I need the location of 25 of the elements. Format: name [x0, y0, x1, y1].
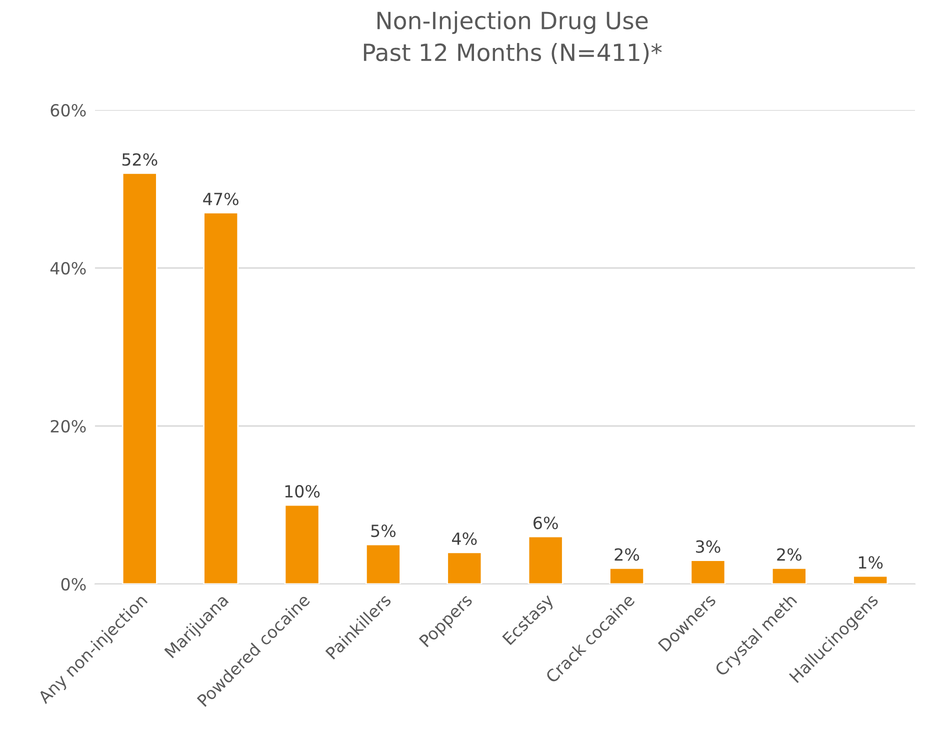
chart-title: Non-Injection Drug Use Past 12 Months (N=411)* [364, 11, 662, 64]
data-label: 1% [858, 556, 883, 569]
data-label: 2% [777, 548, 802, 561]
bar [528, 536, 564, 584]
y-tick-label: 60% [50, 104, 86, 117]
data-label: 47% [203, 192, 238, 206]
bar [284, 504, 320, 584]
y-tick-label: 20% [50, 420, 86, 433]
bar [771, 568, 807, 584]
data-label: 5% [371, 524, 396, 538]
data-label: 3% [696, 540, 720, 553]
bar [122, 172, 158, 584]
data-label: 2% [614, 548, 640, 561]
bar [446, 552, 482, 584]
bar [690, 560, 726, 584]
y-tick-label: 40% [50, 262, 86, 275]
data-label: 4% [452, 532, 477, 546]
bar [609, 568, 645, 584]
bar [852, 575, 888, 584]
bar [365, 544, 401, 584]
data-label: 10% [285, 484, 320, 498]
data-label: 52% [122, 153, 158, 166]
y-tick-label: 0% [61, 578, 86, 591]
bar [203, 212, 239, 584]
data-label: 6% [534, 516, 558, 530]
